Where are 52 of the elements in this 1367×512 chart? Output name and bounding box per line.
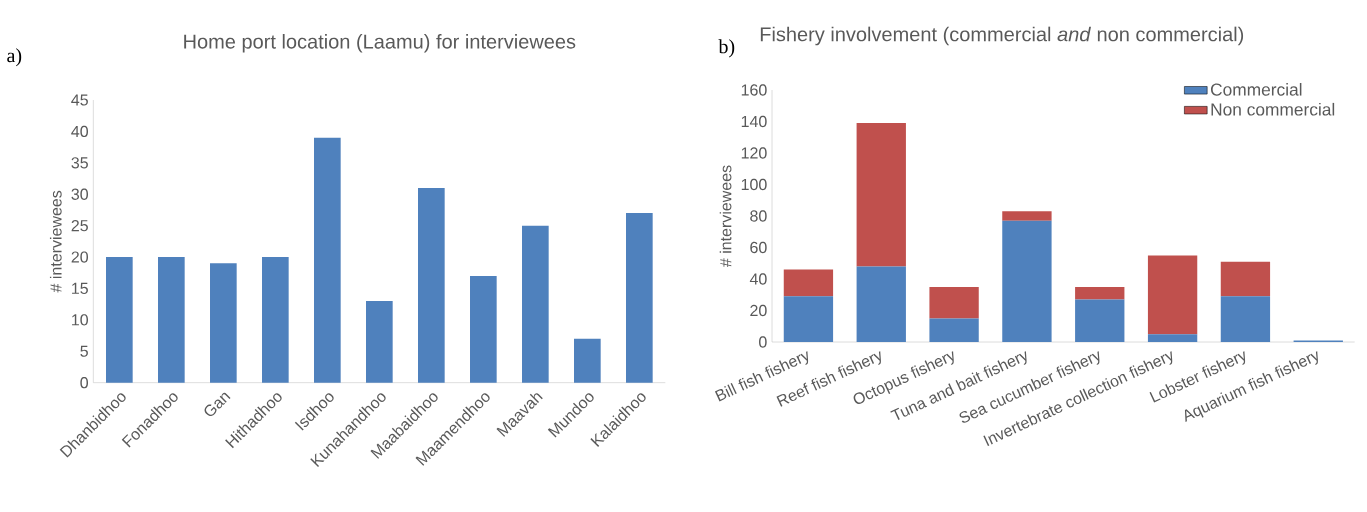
y-tick-label: 25 — [71, 219, 88, 232]
y-tick-label: 30 — [71, 188, 89, 200]
bar — [1075, 286, 1125, 300]
y-tick-label: 60 — [750, 241, 767, 254]
bar — [262, 257, 289, 383]
bar — [1147, 334, 1198, 342]
bar — [1220, 296, 1271, 342]
y-axis-title: # interviewees — [719, 165, 732, 268]
bar — [929, 286, 979, 319]
y-tick-label: 40 — [749, 273, 767, 285]
chart-title: Home port location (Laamu) for interviewees — [184, 33, 576, 53]
y-tick-label: 100 — [741, 178, 767, 191]
bar — [783, 269, 834, 297]
y-tick-label: 160 — [741, 84, 767, 96]
bar — [1002, 220, 1052, 342]
bar — [314, 137, 341, 383]
y-tick-label: 45 — [71, 94, 88, 106]
text: a) — [7, 48, 22, 67]
legend-label: Commercial — [1210, 82, 1302, 96]
y-axis-title: # interviewees — [49, 190, 62, 293]
y-tick-label: 120 — [741, 147, 767, 159]
y-tick-label: 80 — [750, 210, 767, 222]
bar — [574, 338, 601, 383]
bar — [1220, 261, 1271, 297]
bar — [929, 318, 979, 342]
legend-label: Non commercial — [1211, 102, 1335, 116]
bar — [158, 257, 185, 383]
bar — [783, 296, 834, 342]
bar — [1002, 211, 1052, 221]
y-tick-label: 20 — [750, 304, 767, 317]
bar — [1075, 299, 1125, 342]
bar — [210, 263, 237, 383]
bar — [522, 225, 549, 383]
y-tick-label: 140 — [741, 115, 767, 128]
y-tick-label: 10 — [72, 314, 89, 326]
bar — [1147, 255, 1198, 335]
text: b) — [718, 39, 735, 58]
y-tick-label: 20 — [71, 251, 89, 263]
bar — [106, 257, 133, 383]
y-tick-label: 0 — [80, 377, 89, 389]
bar — [856, 123, 906, 267]
bar — [366, 301, 393, 383]
bar — [418, 187, 445, 383]
y-tick-label: 0 — [759, 336, 767, 348]
y-tick-label: 35 — [71, 157, 88, 169]
y-tick-label: 40 — [71, 125, 89, 138]
bar — [470, 275, 497, 383]
y-tick-label: 5 — [80, 345, 88, 357]
y-tick-label: 15 — [72, 282, 88, 295]
bar — [626, 213, 653, 383]
bar — [856, 266, 906, 342]
chart-title: Fishery involvement (commercial and non commercial) — [760, 26, 1244, 46]
